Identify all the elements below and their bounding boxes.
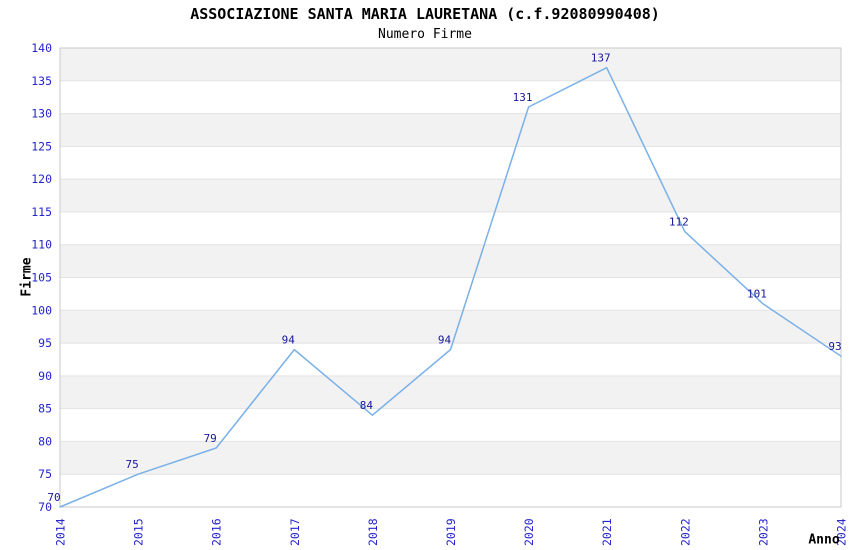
grid-band bbox=[60, 277, 841, 311]
x-tick-label: 2017 bbox=[288, 518, 302, 546]
x-tick-label: 2024 bbox=[835, 518, 849, 546]
x-tick-label: 2016 bbox=[210, 518, 224, 546]
grid-band bbox=[60, 179, 841, 212]
y-tick-label: 75 bbox=[38, 467, 52, 481]
data-point-label: 94 bbox=[282, 334, 296, 347]
y-tick-label: 130 bbox=[31, 107, 52, 121]
chart-subtitle: Numero Firme bbox=[378, 27, 472, 42]
x-tick-label: 2014 bbox=[54, 518, 68, 546]
y-axis-title: Firme bbox=[19, 257, 35, 297]
grid-band bbox=[60, 375, 841, 409]
grid-band bbox=[60, 48, 841, 81]
y-tick-label: 125 bbox=[31, 139, 52, 153]
x-tick-label: 2021 bbox=[600, 518, 614, 546]
y-tick-label: 80 bbox=[38, 434, 52, 448]
data-point-label: 93 bbox=[828, 340, 841, 353]
grid-band bbox=[60, 474, 841, 507]
chart-title: ASSOCIAZIONE SANTA MARIA LAURETANA (c.f.… bbox=[190, 5, 660, 23]
y-tick-label: 90 bbox=[38, 369, 52, 383]
data-point-label: 70 bbox=[47, 491, 60, 504]
data-point-label: 75 bbox=[125, 458, 138, 471]
data-point-label: 94 bbox=[438, 334, 452, 347]
data-point-label: 137 bbox=[591, 52, 611, 65]
grid-band bbox=[60, 113, 841, 147]
x-tick-label: 2022 bbox=[678, 518, 692, 546]
data-point-label: 112 bbox=[669, 216, 689, 229]
y-tick-label: 120 bbox=[31, 172, 52, 186]
grid-band bbox=[60, 441, 841, 475]
y-tick-label: 85 bbox=[38, 402, 52, 416]
x-tick-label: 2018 bbox=[366, 518, 380, 546]
y-tick-label: 100 bbox=[31, 303, 52, 317]
grid-band bbox=[60, 408, 841, 442]
grid-band bbox=[60, 244, 841, 278]
x-tick-label: 2023 bbox=[756, 518, 770, 546]
grid-band bbox=[60, 80, 841, 114]
y-tick-label: 95 bbox=[38, 336, 52, 350]
data-point-label: 79 bbox=[204, 432, 217, 445]
x-tick-label: 2019 bbox=[444, 518, 458, 546]
y-tick-label: 70 bbox=[38, 500, 52, 514]
grid-band bbox=[60, 211, 841, 245]
y-tick-label: 115 bbox=[31, 205, 52, 219]
grid-band bbox=[60, 310, 841, 344]
x-tick-label: 2020 bbox=[522, 518, 536, 546]
y-tick-label: 105 bbox=[31, 271, 52, 285]
y-tick-label: 135 bbox=[31, 74, 52, 88]
x-axis-title: Anno bbox=[808, 532, 840, 548]
x-tick-label: 2015 bbox=[132, 518, 146, 546]
y-tick-label: 110 bbox=[31, 238, 52, 252]
plot-border bbox=[59, 47, 842, 508]
y-tick-label: 140 bbox=[31, 41, 52, 55]
series-line bbox=[59, 66, 842, 508]
data-point-label: 101 bbox=[747, 288, 767, 301]
data-point-label: 84 bbox=[360, 399, 374, 412]
grid-band bbox=[60, 146, 841, 180]
data-point-label: 131 bbox=[513, 91, 533, 104]
